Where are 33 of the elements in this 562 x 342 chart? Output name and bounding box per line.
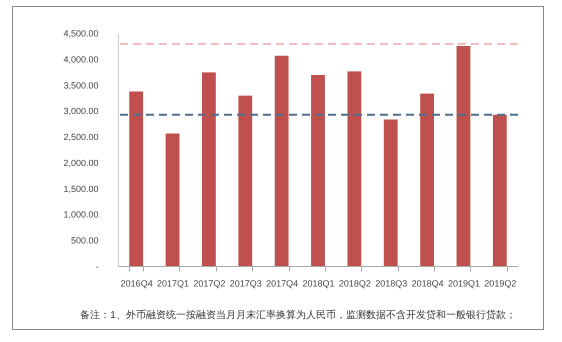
bar [384, 119, 398, 266]
y-tick-label: 3,500.00 [63, 80, 98, 90]
bar [274, 56, 289, 266]
text: 备注：1、外币融资统一按融资当月月末汇率换算为人民币，监测数据不含开发贷和一般银行贷款； [80, 309, 516, 321]
bar [492, 114, 507, 266]
bar [347, 71, 362, 266]
x-tick-label: 2017Q2 [193, 278, 226, 288]
y-tick-label: 3,000.00 [63, 106, 98, 116]
bar [238, 96, 252, 266]
y-tick-label: 1,000.00 [63, 210, 98, 220]
bar [311, 74, 325, 266]
bar [420, 94, 434, 266]
x-tick-label: 2017Q1 [157, 278, 190, 288]
y-tick-label: 2,000.00 [63, 158, 98, 168]
x-tick-label: 2019Q2 [484, 278, 516, 288]
y-tick-label: 4,000.00 [63, 54, 98, 64]
x-tick-label: 2019Q1 [448, 278, 480, 288]
x-tick-label: 2018Q2 [338, 278, 371, 288]
y-tick-label: 1,500.00 [63, 184, 98, 194]
y-tick-label: 500.00 [70, 236, 98, 246]
x-tick-label: 2018Q4 [412, 278, 444, 288]
y-tick-label: - [96, 262, 98, 272]
bar [456, 46, 470, 266]
x-tick-label: 2018Q1 [302, 278, 335, 288]
x-tick-label: 2017Q3 [230, 278, 262, 288]
bar [202, 72, 216, 266]
x-tick-label: 2017Q4 [266, 278, 298, 288]
x-tick-label: 2016Q4 [120, 278, 153, 288]
bar [129, 92, 144, 266]
y-tick-label: 4,500.00 [63, 28, 98, 38]
bar [166, 133, 180, 266]
x-tick-label: 2018Q3 [375, 278, 408, 288]
y-tick-label: 2,500.00 [63, 132, 98, 142]
